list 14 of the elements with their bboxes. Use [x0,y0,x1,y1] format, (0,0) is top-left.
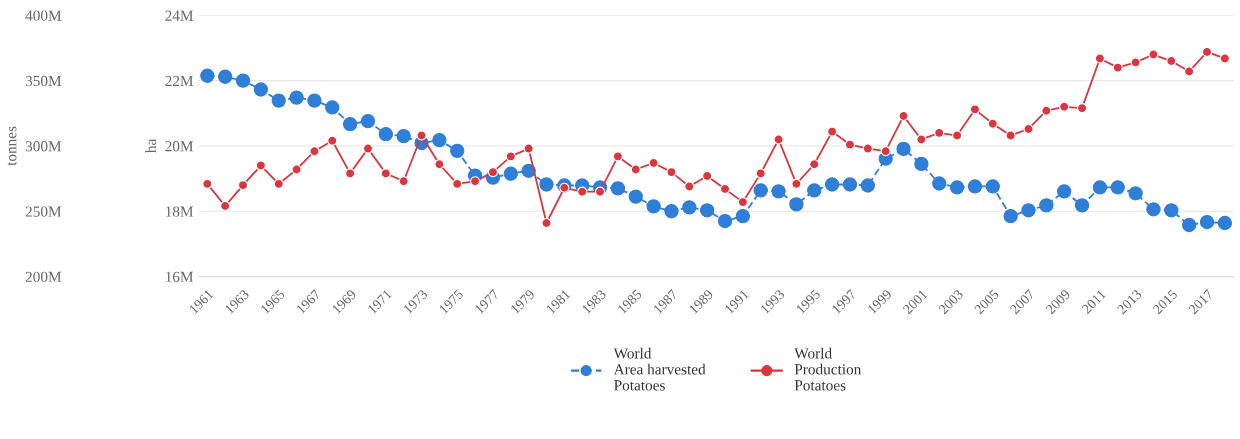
y-tick-label: 250M [25,206,62,217]
y-tick-label: 400M [25,10,62,21]
y-tick-label: 350M [25,75,62,87]
y2-tick-label: 20M [165,141,194,152]
y-tick-label: 200M [25,271,62,283]
y2-tick-label: 24M [165,10,194,21]
legend-label: World Production Potatoes [794,347,862,391]
y2-axis-title: ha [145,138,157,154]
y-axis-title: tonnes [7,126,17,166]
y-tick-label: 300M [25,141,62,152]
legend-label: World Area harvested Potatoes [613,347,706,391]
y2-tick-label: 18M [166,206,194,217]
y2-tick-label: 22M [165,75,194,86]
y2-tick-label: 16M [166,271,194,283]
